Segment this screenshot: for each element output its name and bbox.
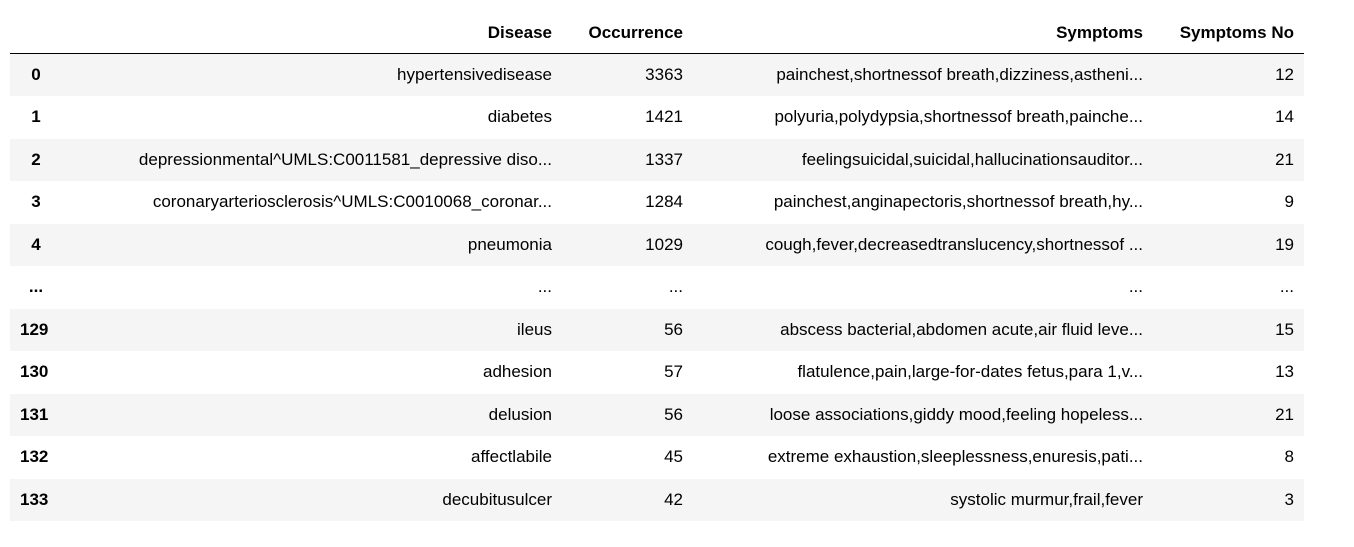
symptoms-cell: painchest,shortnessof breath,dizziness,a… — [776, 65, 1143, 84]
table-row: 133 decubitusulcer 42 systolic murmur,fr… — [10, 478, 1304, 521]
symptoms-cell: ... — [1128, 277, 1143, 297]
disease-cell: ileus — [517, 319, 552, 339]
row-index: 2 — [31, 149, 41, 169]
disease-cell: depressionmental^UMLS:C0011581_depressiv… — [138, 149, 552, 169]
table-row: 132 affectlabile 45 extreme exhaustion,s… — [10, 436, 1304, 479]
symptoms-cell: abscess bacterial,abdomen acute,air flui… — [780, 319, 1143, 339]
disease-cell: decubitusulcer — [442, 489, 552, 509]
symptoms-no-cell: 13 — [1275, 362, 1294, 382]
symptoms-no-cell: 19 — [1275, 234, 1294, 254]
occurrence-cell: 42 — [664, 489, 683, 509]
row-index: 0 — [31, 65, 41, 84]
symptoms-cell: polyuria,polydypsia,shortnessof breath,p… — [774, 107, 1143, 127]
occurrence-cell: 45 — [664, 447, 683, 467]
symptoms-header: Symptoms — [693, 12, 1153, 54]
ellipsis-row: ... ... ... ... ... — [10, 266, 1304, 309]
occurrence-cell: 1421 — [645, 107, 683, 127]
symptoms-cell: extreme exhaustion,sleeplessness,enuresi… — [767, 447, 1143, 467]
disease-cell: hypertensivedisease — [397, 65, 552, 84]
row-index: 130 — [20, 362, 49, 382]
table-row: 4 pneumonia 1029 cough,fever,decreasedtr… — [10, 223, 1304, 266]
symptoms-no-cell: 21 — [1275, 149, 1294, 169]
row-index: 4 — [31, 234, 41, 254]
table-row: 1 diabetes 1421 polyuria,polydypsia,shor… — [10, 96, 1304, 139]
row-index: ... — [28, 277, 44, 297]
symptoms-cell: systolic murmur,frail,fever — [950, 489, 1143, 509]
symptoms-cell: cough,fever,decreasedtranslucency,shortn… — [765, 234, 1143, 254]
symptoms-cell: flatulence,pain,large-for-dates fetus,pa… — [797, 362, 1143, 382]
occurrence-cell: 56 — [664, 319, 683, 339]
disease-cell: delusion — [488, 404, 552, 424]
disease-cell: ... — [537, 277, 552, 297]
disease-header: Disease — [62, 12, 562, 54]
occurrence-cell: 1284 — [645, 192, 683, 212]
symptoms-cell: loose associations,giddy mood,feeling ho… — [769, 404, 1143, 424]
disease-cell: diabetes — [487, 107, 552, 127]
disease-cell: pneumonia — [467, 234, 552, 254]
row-index: 132 — [20, 447, 49, 467]
row-index: 133 — [20, 489, 49, 509]
row-index: 1 — [31, 107, 41, 127]
symptoms-no-cell: 21 — [1275, 404, 1294, 424]
table-body: 0 hypertensivedisease 3363 painchest,sho… — [10, 53, 1304, 521]
table-header: Disease Occurrence Symptoms Symptoms No — [10, 12, 1304, 54]
dataframe-table: Disease Occurrence Symptoms Symptoms No … — [10, 12, 1304, 521]
index-header — [10, 12, 62, 54]
row-index: 129 — [20, 319, 49, 339]
table-row: 129 ileus 56 abscess bacterial,abdomen a… — [10, 308, 1304, 351]
table-row: 131 delusion 56 loose associations,giddy… — [10, 393, 1304, 436]
symptoms-no-cell: 8 — [1284, 447, 1294, 467]
occurrence-cell: 3363 — [645, 65, 683, 84]
occurrence-cell: 1029 — [645, 234, 683, 254]
occurrence-header: Occurrence — [562, 12, 693, 54]
symptoms-cell: feelingsuicidal,suicidal,hallucinationsa… — [801, 149, 1143, 169]
table-row: 2 depressionmental^UMLS:C0011581_depress… — [10, 138, 1304, 181]
disease-cell: adhesion — [482, 362, 552, 382]
symptoms-no-header: Symptoms No — [1153, 12, 1304, 54]
symptoms-no-cell: 12 — [1275, 65, 1294, 84]
occurrence-cell: 1337 — [645, 149, 683, 169]
occurrence-cell: 56 — [664, 404, 683, 424]
symptoms-no-cell: 9 — [1284, 192, 1294, 212]
symptoms-no-cell: 15 — [1275, 319, 1294, 339]
occurrence-cell: 57 — [664, 362, 683, 382]
symptoms-no-cell: 3 — [1284, 489, 1294, 509]
disease-cell: affectlabile — [471, 447, 552, 467]
symptoms-no-cell: 14 — [1275, 107, 1294, 127]
table-row: 0 hypertensivedisease 3363 painchest,sho… — [10, 53, 1304, 96]
symptoms-cell: painchest,anginapectoris,shortnessof bre… — [773, 192, 1143, 212]
row-index: 131 — [20, 404, 49, 424]
occurrence-cell: ... — [668, 277, 683, 297]
symptoms-no-cell: ... — [1279, 277, 1294, 297]
table-row: 3 coronaryarteriosclerosis^UMLS:C0010068… — [10, 181, 1304, 224]
disease-cell: coronaryarteriosclerosis^UMLS:C0010068_c… — [152, 192, 552, 212]
table-row: 130 adhesion 57 flatulence,pain,large-fo… — [10, 351, 1304, 394]
row-index: 3 — [31, 192, 41, 212]
header-row: Disease Occurrence Symptoms Symptoms No — [10, 12, 1304, 54]
